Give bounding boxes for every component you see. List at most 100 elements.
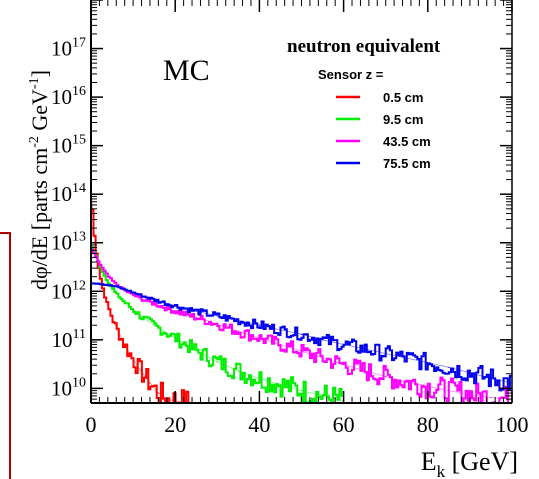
y-tick-label: 1010 — [51, 375, 86, 400]
data-point — [469, 393, 471, 396]
x-tick-label: 100 — [496, 412, 529, 437]
data-point — [279, 383, 282, 386]
data-point — [115, 286, 117, 288]
data-point — [94, 254, 96, 256]
data-point — [195, 350, 197, 352]
data-point — [98, 271, 100, 273]
y-tick-label: 1013 — [51, 230, 86, 255]
data-point — [124, 343, 126, 346]
x-tick-label: 60 — [333, 412, 355, 437]
x-tick-label: 40 — [248, 412, 270, 437]
data-point — [103, 290, 105, 292]
data-point — [115, 283, 117, 285]
data-point — [132, 291, 134, 293]
data-point — [322, 357, 324, 359]
data-point — [216, 361, 218, 363]
data-point — [237, 330, 239, 332]
data-point — [111, 279, 113, 281]
data-point — [300, 333, 303, 335]
data-point — [300, 350, 303, 352]
data-point — [124, 288, 126, 290]
data-point — [174, 337, 176, 339]
data-point — [300, 390, 303, 392]
data-point — [279, 329, 282, 331]
data-point — [322, 395, 324, 397]
data-point — [111, 316, 113, 318]
data-point — [132, 309, 134, 311]
x-tick-label: 0 — [86, 412, 97, 437]
series-43-5-cm — [91, 246, 512, 403]
data-point — [153, 299, 155, 301]
overlay-frame-edge — [0, 232, 11, 479]
series-histogram — [91, 248, 512, 403]
data-point — [448, 366, 450, 368]
data-point — [406, 381, 408, 383]
data-point — [343, 343, 345, 346]
legend-label: 0.5 cm — [383, 90, 423, 105]
data-point — [153, 302, 155, 305]
data-point — [216, 323, 218, 325]
legend: neutron equivalent Sensor z = 0.5 cm 9.5 … — [287, 36, 441, 171]
data-point — [258, 337, 260, 339]
data-point — [174, 305, 176, 307]
data-point — [124, 301, 126, 303]
data-point — [132, 358, 134, 360]
data-point — [107, 284, 109, 286]
data-point — [149, 382, 151, 384]
data-point — [111, 286, 113, 288]
legend-label: 75.5 cm — [383, 156, 431, 171]
legend-entry: 43.5 cm — [336, 134, 431, 149]
legend-label: 9.5 cm — [383, 112, 423, 127]
y-tick-label: 1011 — [52, 327, 86, 352]
data-point — [258, 324, 260, 326]
data-point — [469, 372, 471, 374]
data-point — [140, 298, 143, 300]
data-point — [98, 282, 100, 285]
data-point — [237, 370, 239, 372]
legend-entry: 0.5 cm — [336, 90, 423, 105]
data-point — [195, 316, 197, 318]
data-point — [406, 357, 408, 359]
y-tick-label: 1015 — [51, 133, 86, 158]
series-layer — [91, 193, 512, 403]
data-point — [132, 294, 134, 296]
data-point — [490, 377, 492, 380]
data-point — [322, 339, 324, 341]
data-point — [343, 363, 345, 366]
data-point — [115, 326, 117, 328]
series-histogram — [91, 245, 344, 403]
data-point — [258, 377, 260, 380]
data-point — [140, 316, 143, 318]
data-point — [490, 396, 492, 399]
data-point — [103, 273, 105, 275]
y-tick-label: 1012 — [51, 278, 86, 303]
y-tick-label: 1016 — [51, 84, 86, 109]
series-0-5-cm — [91, 193, 193, 403]
x-tick-label: 20 — [164, 412, 186, 437]
legend-title: neutron equivalent — [287, 36, 441, 57]
data-point — [103, 269, 105, 271]
data-point — [195, 310, 197, 312]
mc-annotation: MC — [163, 54, 210, 87]
legend-label: 43.5 cm — [383, 134, 431, 149]
data-point — [140, 371, 143, 373]
data-point — [364, 370, 366, 372]
data-point — [427, 385, 429, 387]
data-point — [153, 324, 155, 326]
x-axis-label: Ek [GeV] — [421, 447, 518, 479]
y-tick-label: 1014 — [51, 181, 86, 206]
legend-entry: 9.5 cm — [336, 112, 423, 127]
series-histogram — [91, 282, 512, 392]
data-point — [448, 390, 450, 392]
data-point — [98, 262, 100, 264]
data-point — [364, 348, 366, 350]
x-tick-label: 80 — [417, 412, 439, 437]
data-point — [107, 280, 109, 282]
data-point — [237, 319, 239, 322]
data-point — [427, 362, 429, 364]
axes-layer: 0 20 40 60 80 100 1010 1011 1012 1013 1014 1015 1016… — [51, 0, 529, 437]
data-point — [174, 310, 176, 312]
data-point — [157, 392, 159, 394]
